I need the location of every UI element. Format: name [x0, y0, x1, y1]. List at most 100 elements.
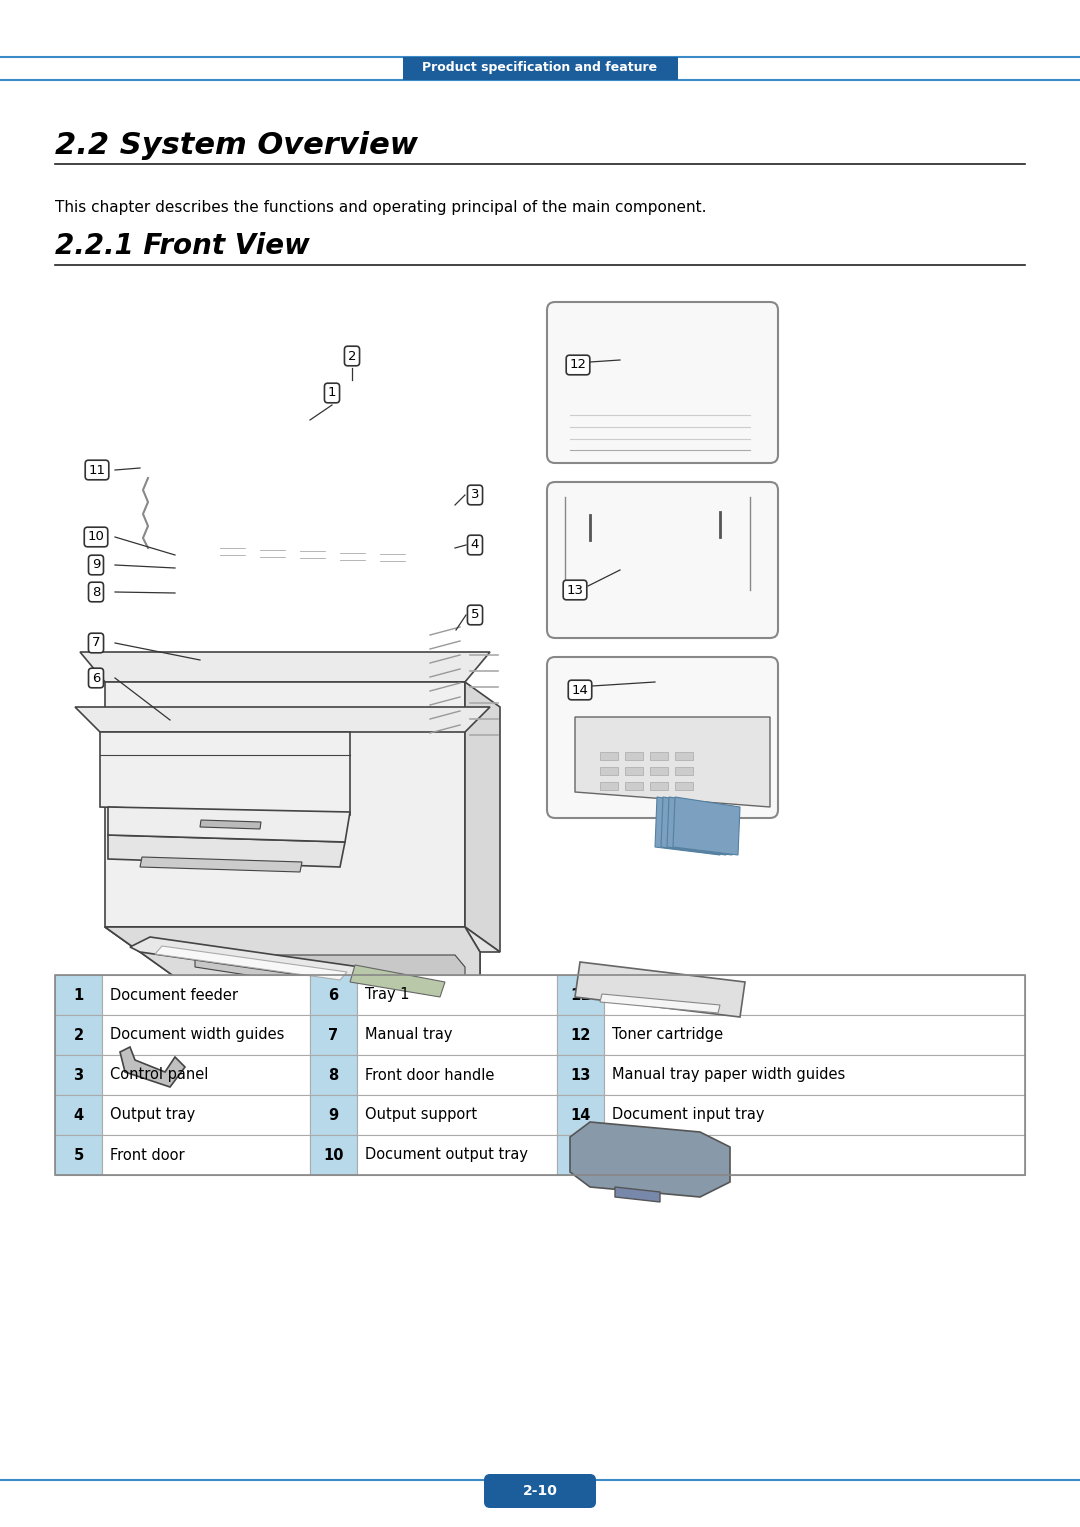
Text: 13: 13: [567, 583, 583, 597]
Polygon shape: [575, 962, 745, 1017]
FancyBboxPatch shape: [546, 657, 778, 818]
Bar: [650, 767, 669, 776]
Bar: [557, 1055, 604, 1095]
Text: 1: 1: [327, 386, 336, 400]
Polygon shape: [140, 857, 302, 872]
Polygon shape: [105, 927, 480, 1017]
Bar: [55, 1135, 102, 1174]
FancyBboxPatch shape: [403, 56, 677, 79]
Polygon shape: [661, 797, 728, 855]
Bar: [650, 751, 669, 760]
Text: Product specification and feature: Product specification and feature: [422, 61, 658, 75]
Bar: [357, 1135, 557, 1174]
Polygon shape: [100, 731, 350, 815]
Bar: [102, 1015, 310, 1055]
Text: 4: 4: [471, 539, 480, 551]
Polygon shape: [108, 806, 350, 841]
Bar: [557, 1095, 604, 1135]
Bar: [102, 1095, 310, 1135]
Text: 3: 3: [471, 489, 480, 501]
Text: 9: 9: [328, 1107, 338, 1122]
Bar: [357, 976, 557, 1015]
Text: Output support: Output support: [365, 1107, 477, 1122]
Polygon shape: [600, 994, 720, 1012]
Text: 2.2 System Overview: 2.2 System Overview: [55, 131, 418, 160]
Polygon shape: [175, 1057, 480, 1122]
Text: 11: 11: [570, 988, 591, 1003]
Text: Manual tray paper width guides: Manual tray paper width guides: [612, 1067, 846, 1083]
Polygon shape: [156, 947, 347, 980]
Polygon shape: [75, 707, 490, 731]
Text: 2: 2: [348, 350, 356, 362]
Polygon shape: [673, 797, 740, 855]
Bar: [625, 782, 643, 789]
Polygon shape: [200, 820, 261, 829]
Text: 3: 3: [73, 1067, 83, 1083]
Polygon shape: [195, 954, 465, 1006]
Polygon shape: [108, 835, 345, 867]
Bar: [357, 1015, 557, 1055]
Text: Document output tray: Document output tray: [365, 1147, 528, 1162]
Bar: [357, 1095, 557, 1135]
Text: 1: 1: [73, 988, 83, 1003]
Text: 11: 11: [89, 464, 106, 476]
Text: 10: 10: [323, 1147, 343, 1162]
Text: Handset: Handset: [612, 988, 673, 1003]
Text: 8: 8: [328, 1067, 339, 1083]
Polygon shape: [105, 927, 480, 1083]
Bar: [604, 1055, 1025, 1095]
Polygon shape: [105, 683, 465, 927]
Bar: [625, 767, 643, 776]
Text: Front door handle: Front door handle: [365, 1067, 495, 1083]
Text: This chapter describes the functions and operating principal of the main compone: This chapter describes the functions and…: [55, 200, 706, 215]
Text: 14: 14: [571, 684, 589, 696]
Text: Document width guides: Document width guides: [110, 1028, 284, 1043]
Text: 2.2.1 Front View: 2.2.1 Front View: [55, 232, 310, 260]
Bar: [55, 976, 102, 1015]
Text: 9: 9: [92, 559, 100, 571]
Bar: [310, 976, 357, 1015]
Bar: [600, 782, 618, 789]
Bar: [357, 1055, 557, 1095]
Bar: [650, 782, 669, 789]
Text: 7: 7: [328, 1028, 338, 1043]
FancyBboxPatch shape: [546, 302, 778, 463]
Bar: [604, 1015, 1025, 1055]
Polygon shape: [654, 797, 723, 855]
Bar: [55, 1055, 102, 1095]
Polygon shape: [80, 652, 490, 683]
Text: 8: 8: [92, 585, 100, 599]
Text: Document feeder: Document feeder: [110, 988, 238, 1003]
Bar: [557, 1135, 604, 1174]
Text: Toner cartridge: Toner cartridge: [612, 1028, 724, 1043]
Bar: [600, 767, 618, 776]
Text: 12: 12: [570, 1028, 591, 1043]
Text: Tray 1: Tray 1: [365, 988, 409, 1003]
Bar: [625, 751, 643, 760]
FancyBboxPatch shape: [546, 483, 778, 638]
Bar: [675, 782, 693, 789]
Bar: [55, 976, 1025, 1174]
Polygon shape: [350, 965, 445, 997]
Text: Manual tray: Manual tray: [365, 1028, 453, 1043]
Bar: [102, 1135, 310, 1174]
Bar: [675, 767, 693, 776]
Text: 4: 4: [73, 1107, 83, 1122]
Bar: [310, 1015, 357, 1055]
Bar: [600, 751, 618, 760]
Bar: [102, 1055, 310, 1095]
Bar: [557, 976, 604, 1015]
FancyBboxPatch shape: [484, 1474, 596, 1509]
Polygon shape: [130, 938, 360, 982]
Text: Front door: Front door: [110, 1147, 185, 1162]
Polygon shape: [465, 683, 500, 951]
Text: 10: 10: [87, 530, 105, 544]
Text: 13: 13: [570, 1067, 591, 1083]
Polygon shape: [667, 797, 734, 855]
Bar: [604, 1095, 1025, 1135]
Text: 14: 14: [570, 1107, 591, 1122]
Polygon shape: [220, 1119, 440, 1147]
Text: Control panel: Control panel: [110, 1067, 208, 1083]
Polygon shape: [570, 1122, 730, 1197]
Text: 2-10: 2-10: [523, 1484, 557, 1498]
